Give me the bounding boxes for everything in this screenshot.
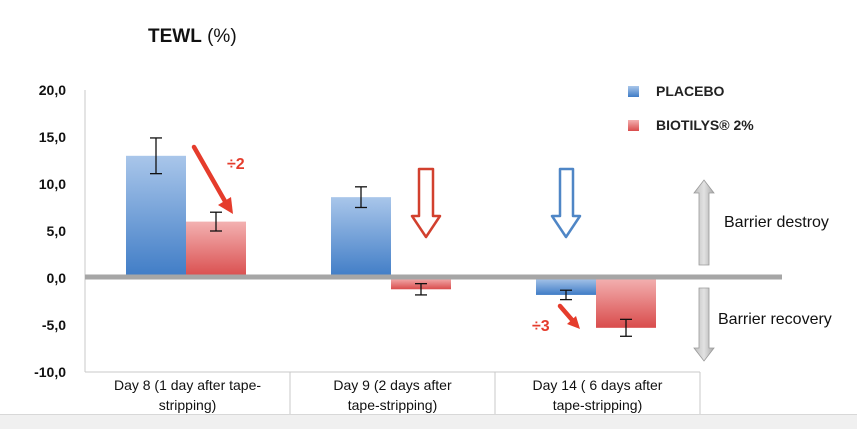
- category-label-day8-line2: stripping): [158, 397, 217, 413]
- bar-placebo-1: [126, 155, 186, 278]
- category-label-day9-line2: tape-stripping): [347, 397, 438, 413]
- category-label-day9-line1: Day 9 (2 days after: [333, 377, 452, 393]
- y-tick-label: 5,0: [47, 223, 67, 239]
- bottom-strip: [0, 414, 857, 429]
- side-label-barrier-destroy: Barrier destroy: [724, 214, 829, 231]
- category-label-day9: Day 9 (2 days after tape-stripping): [290, 375, 495, 415]
- legend-marker-placebo: [628, 86, 639, 97]
- error-bar-placebo-3: [560, 289, 572, 301]
- category-label-day8-line1: Day 8 (1 day after tape-: [113, 377, 262, 393]
- error-bar-biotilys-1: [210, 211, 222, 232]
- annotation-div2: ÷2: [227, 156, 245, 173]
- error-bar-placebo-2: [355, 186, 367, 209]
- error-bar-biotilys-2: [415, 282, 427, 296]
- category-label-day8: Day 8 (1 day after tape- stripping): [85, 375, 290, 415]
- y-tick-label: 15,0: [39, 129, 66, 145]
- side-label-barrier-recovery: Barrier recovery: [718, 311, 832, 328]
- legend-label-placebo: PLACEBO: [656, 83, 725, 99]
- error-bars-group: [150, 137, 632, 337]
- hollow-red-down-arrow: [410, 167, 442, 239]
- chart-title-unit: (%): [201, 26, 237, 47]
- chart-title-main: TEWL: [148, 26, 202, 47]
- red-diagonal-arrow-day8: [191, 144, 233, 214]
- grey-down-arrow: [693, 287, 715, 362]
- annotation-div3: ÷3: [532, 318, 550, 335]
- chart-title: TEWL (%): [148, 26, 237, 48]
- legend-label-biotilys: BIOTILYS® 2%: [656, 117, 754, 133]
- y-tick-label: 10,0: [39, 176, 66, 192]
- error-bar-placebo-1: [150, 137, 162, 175]
- category-label-day14-line2: tape-stripping): [552, 397, 643, 413]
- hollow-blue-down-arrow: [550, 167, 582, 239]
- category-label-day14-line1: Day 14 ( 6 days after: [532, 377, 663, 393]
- y-tick-label: 20,0: [39, 82, 66, 98]
- legend-marker-biotilys: [628, 120, 639, 131]
- bar-placebo-3: [536, 278, 596, 295]
- grey-up-arrow: [693, 179, 715, 266]
- bar-placebo-2: [331, 197, 391, 278]
- y-tick-label: -10,0: [34, 364, 66, 380]
- y-tick-label: -5,0: [42, 317, 66, 333]
- error-bar-biotilys-3: [620, 318, 632, 337]
- red-diagonal-arrow-day14: [557, 303, 580, 329]
- y-tick-labels: 20,0 15,0 10,0 5,0 0,0 -5,0 -10,0: [34, 82, 66, 380]
- category-label-day14: Day 14 ( 6 days after tape-stripping): [495, 375, 700, 415]
- y-tick-label: 0,0: [47, 270, 67, 286]
- bars-group: [126, 155, 656, 328]
